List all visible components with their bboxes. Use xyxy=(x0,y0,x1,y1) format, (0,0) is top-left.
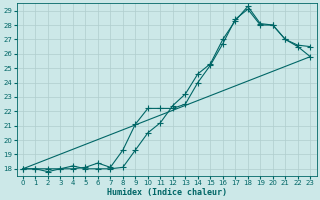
X-axis label: Humidex (Indice chaleur): Humidex (Indice chaleur) xyxy=(107,188,227,197)
